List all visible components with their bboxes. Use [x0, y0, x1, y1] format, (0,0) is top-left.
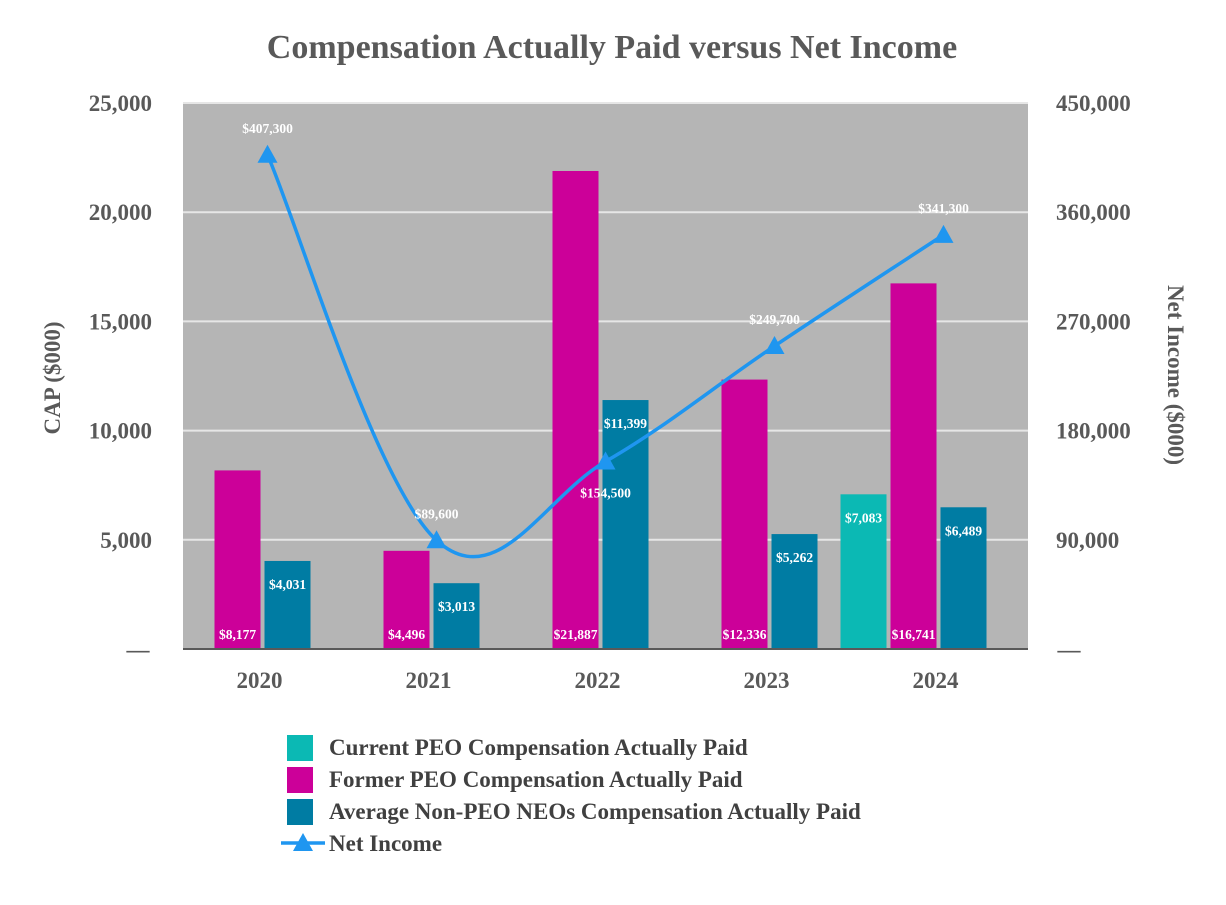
bar: [771, 534, 818, 649]
legend-label: Average Non-PEO NEOs Compensation Actual…: [329, 799, 861, 824]
y-right-tick-label: 180,000: [1056, 419, 1131, 444]
bar: [383, 550, 430, 649]
legend-label: Current PEO Compensation Actually Paid: [329, 735, 748, 760]
y-tick-label: 25,000: [89, 91, 152, 116]
y-right-tick-label: 270,000: [1056, 309, 1131, 334]
chart-title: Compensation Actually Paid versus Net In…: [267, 29, 957, 66]
net-income-data-label: $341,300: [918, 201, 969, 216]
y-right-tick-label: —: [1057, 637, 1082, 662]
y-axis-title: CAP ($000): [40, 321, 65, 434]
y-tick-label: 10,000: [89, 419, 152, 444]
bar-data-label: $4,496: [388, 627, 425, 642]
bar-data-label: $6,489: [945, 523, 982, 538]
legend-swatch: [287, 735, 313, 761]
net-income-data-label: $154,500: [580, 486, 631, 501]
bar-data-label: $8,177: [219, 627, 256, 642]
net-income-marker: [933, 224, 954, 243]
net-income-line: [265, 154, 945, 559]
y-right-tick-label: 360,000: [1056, 200, 1131, 225]
bar: [840, 494, 887, 649]
bar: [940, 507, 987, 649]
bar: [890, 283, 937, 649]
bar-data-label: $12,336: [723, 627, 767, 642]
legend-label: Former PEO Compensation Actually Paid: [329, 767, 743, 792]
net-income-data-label: $249,700: [749, 312, 800, 327]
legend-swatch: [287, 799, 313, 825]
net-income-marker: [426, 530, 447, 549]
x-tick-label: 2024: [913, 668, 960, 693]
x-tick-label: 2022: [575, 668, 621, 693]
bar-data-label: $16,741: [892, 627, 936, 642]
legend: Current PEO Compensation Actually Paid Fo…: [281, 735, 861, 856]
legend-marker-swatch: [293, 833, 313, 851]
y-right-tick-label: 450,000: [1056, 91, 1131, 116]
x-tick-label: 2023: [744, 668, 790, 693]
net-income-data-label: $407,300: [242, 121, 293, 136]
bar-data-label: $4,031: [269, 577, 306, 592]
legend-label: Net Income: [329, 831, 442, 856]
bar-data-label: $7,083: [845, 510, 882, 525]
bar: [264, 560, 311, 649]
y-tick-label: 5,000: [100, 528, 152, 553]
legend-swatch: [287, 767, 313, 793]
net-income-marker: [257, 144, 278, 163]
net-income-marker: [764, 336, 785, 355]
y-tick-label: —: [126, 637, 151, 662]
plot-area: — — 5,000 90,000 10,000 180,000 15,000 270,000 2…: [89, 91, 1131, 693]
bar-data-label: $3,013: [438, 599, 475, 614]
bar-data-label: $5,262: [776, 550, 813, 565]
bar-data-label: $21,887: [554, 627, 598, 642]
y-tick-label: 20,000: [89, 200, 152, 225]
x-tick-label: 2021: [406, 668, 452, 693]
bar: [214, 470, 261, 649]
bar: [721, 379, 768, 649]
bar-data-label: $11,399: [604, 416, 647, 431]
y-axis-right-title: Net Income ($000): [1163, 285, 1188, 465]
bar: [552, 170, 599, 649]
y-tick-label: 15,000: [89, 309, 152, 334]
net-income-marker: [595, 451, 616, 470]
bar: [433, 583, 480, 649]
x-tick-label: 2020: [237, 668, 283, 693]
y-right-tick-label: 90,000: [1056, 528, 1119, 553]
net-income-data-label: $89,600: [415, 506, 459, 521]
